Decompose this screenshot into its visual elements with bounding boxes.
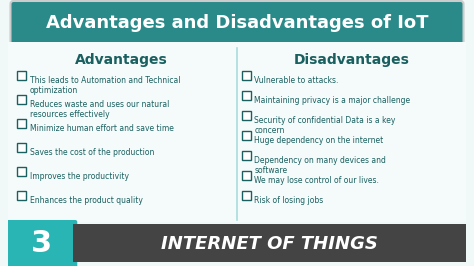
Text: Reduces waste and uses our natural: Reduces waste and uses our natural <box>30 100 169 109</box>
Text: resources effectively: resources effectively <box>30 110 109 119</box>
Text: We may lose control of our lives.: We may lose control of our lives. <box>255 176 379 185</box>
Bar <box>242 91 251 100</box>
Bar <box>17 191 26 200</box>
Bar <box>17 119 26 128</box>
Text: Enhances the product quality: Enhances the product quality <box>30 196 143 205</box>
Text: Vulnerable to attacks.: Vulnerable to attacks. <box>255 76 339 85</box>
Text: Huge dependency on the internet: Huge dependency on the internet <box>255 136 383 145</box>
Text: Risk of losing jobs: Risk of losing jobs <box>255 196 324 205</box>
Text: INTERNET OF THINGS: INTERNET OF THINGS <box>161 235 377 253</box>
Text: Maintaining privacy is a major challenge: Maintaining privacy is a major challenge <box>255 96 410 105</box>
Text: software: software <box>255 166 288 175</box>
Bar <box>242 191 251 200</box>
Text: Dependency on many devices and: Dependency on many devices and <box>255 156 386 165</box>
Text: This leads to Automation and Technical: This leads to Automation and Technical <box>30 76 180 85</box>
Bar <box>242 171 251 180</box>
Text: Disadvantages: Disadvantages <box>293 53 409 67</box>
FancyBboxPatch shape <box>6 220 77 266</box>
Text: Saves the cost of the production: Saves the cost of the production <box>30 148 154 157</box>
Text: Minimize human effort and save time: Minimize human effort and save time <box>30 124 173 133</box>
Text: Improves the productivity: Improves the productivity <box>30 172 129 181</box>
Bar <box>242 111 251 120</box>
Bar <box>17 167 26 176</box>
Bar <box>242 131 251 140</box>
Text: Security of confidential Data is a key: Security of confidential Data is a key <box>255 116 396 125</box>
Text: Advantages: Advantages <box>75 53 168 67</box>
Text: optimization: optimization <box>30 86 78 95</box>
Bar <box>242 71 251 80</box>
Text: Advantages and Disadvantages of IoT: Advantages and Disadvantages of IoT <box>46 14 428 32</box>
Bar <box>17 71 26 80</box>
FancyBboxPatch shape <box>10 1 464 45</box>
Bar <box>17 143 26 152</box>
Bar <box>8 42 466 222</box>
Bar <box>242 151 251 160</box>
Bar <box>17 95 26 104</box>
Bar <box>73 224 466 262</box>
Text: 3: 3 <box>31 230 52 259</box>
Text: concern: concern <box>255 126 285 135</box>
